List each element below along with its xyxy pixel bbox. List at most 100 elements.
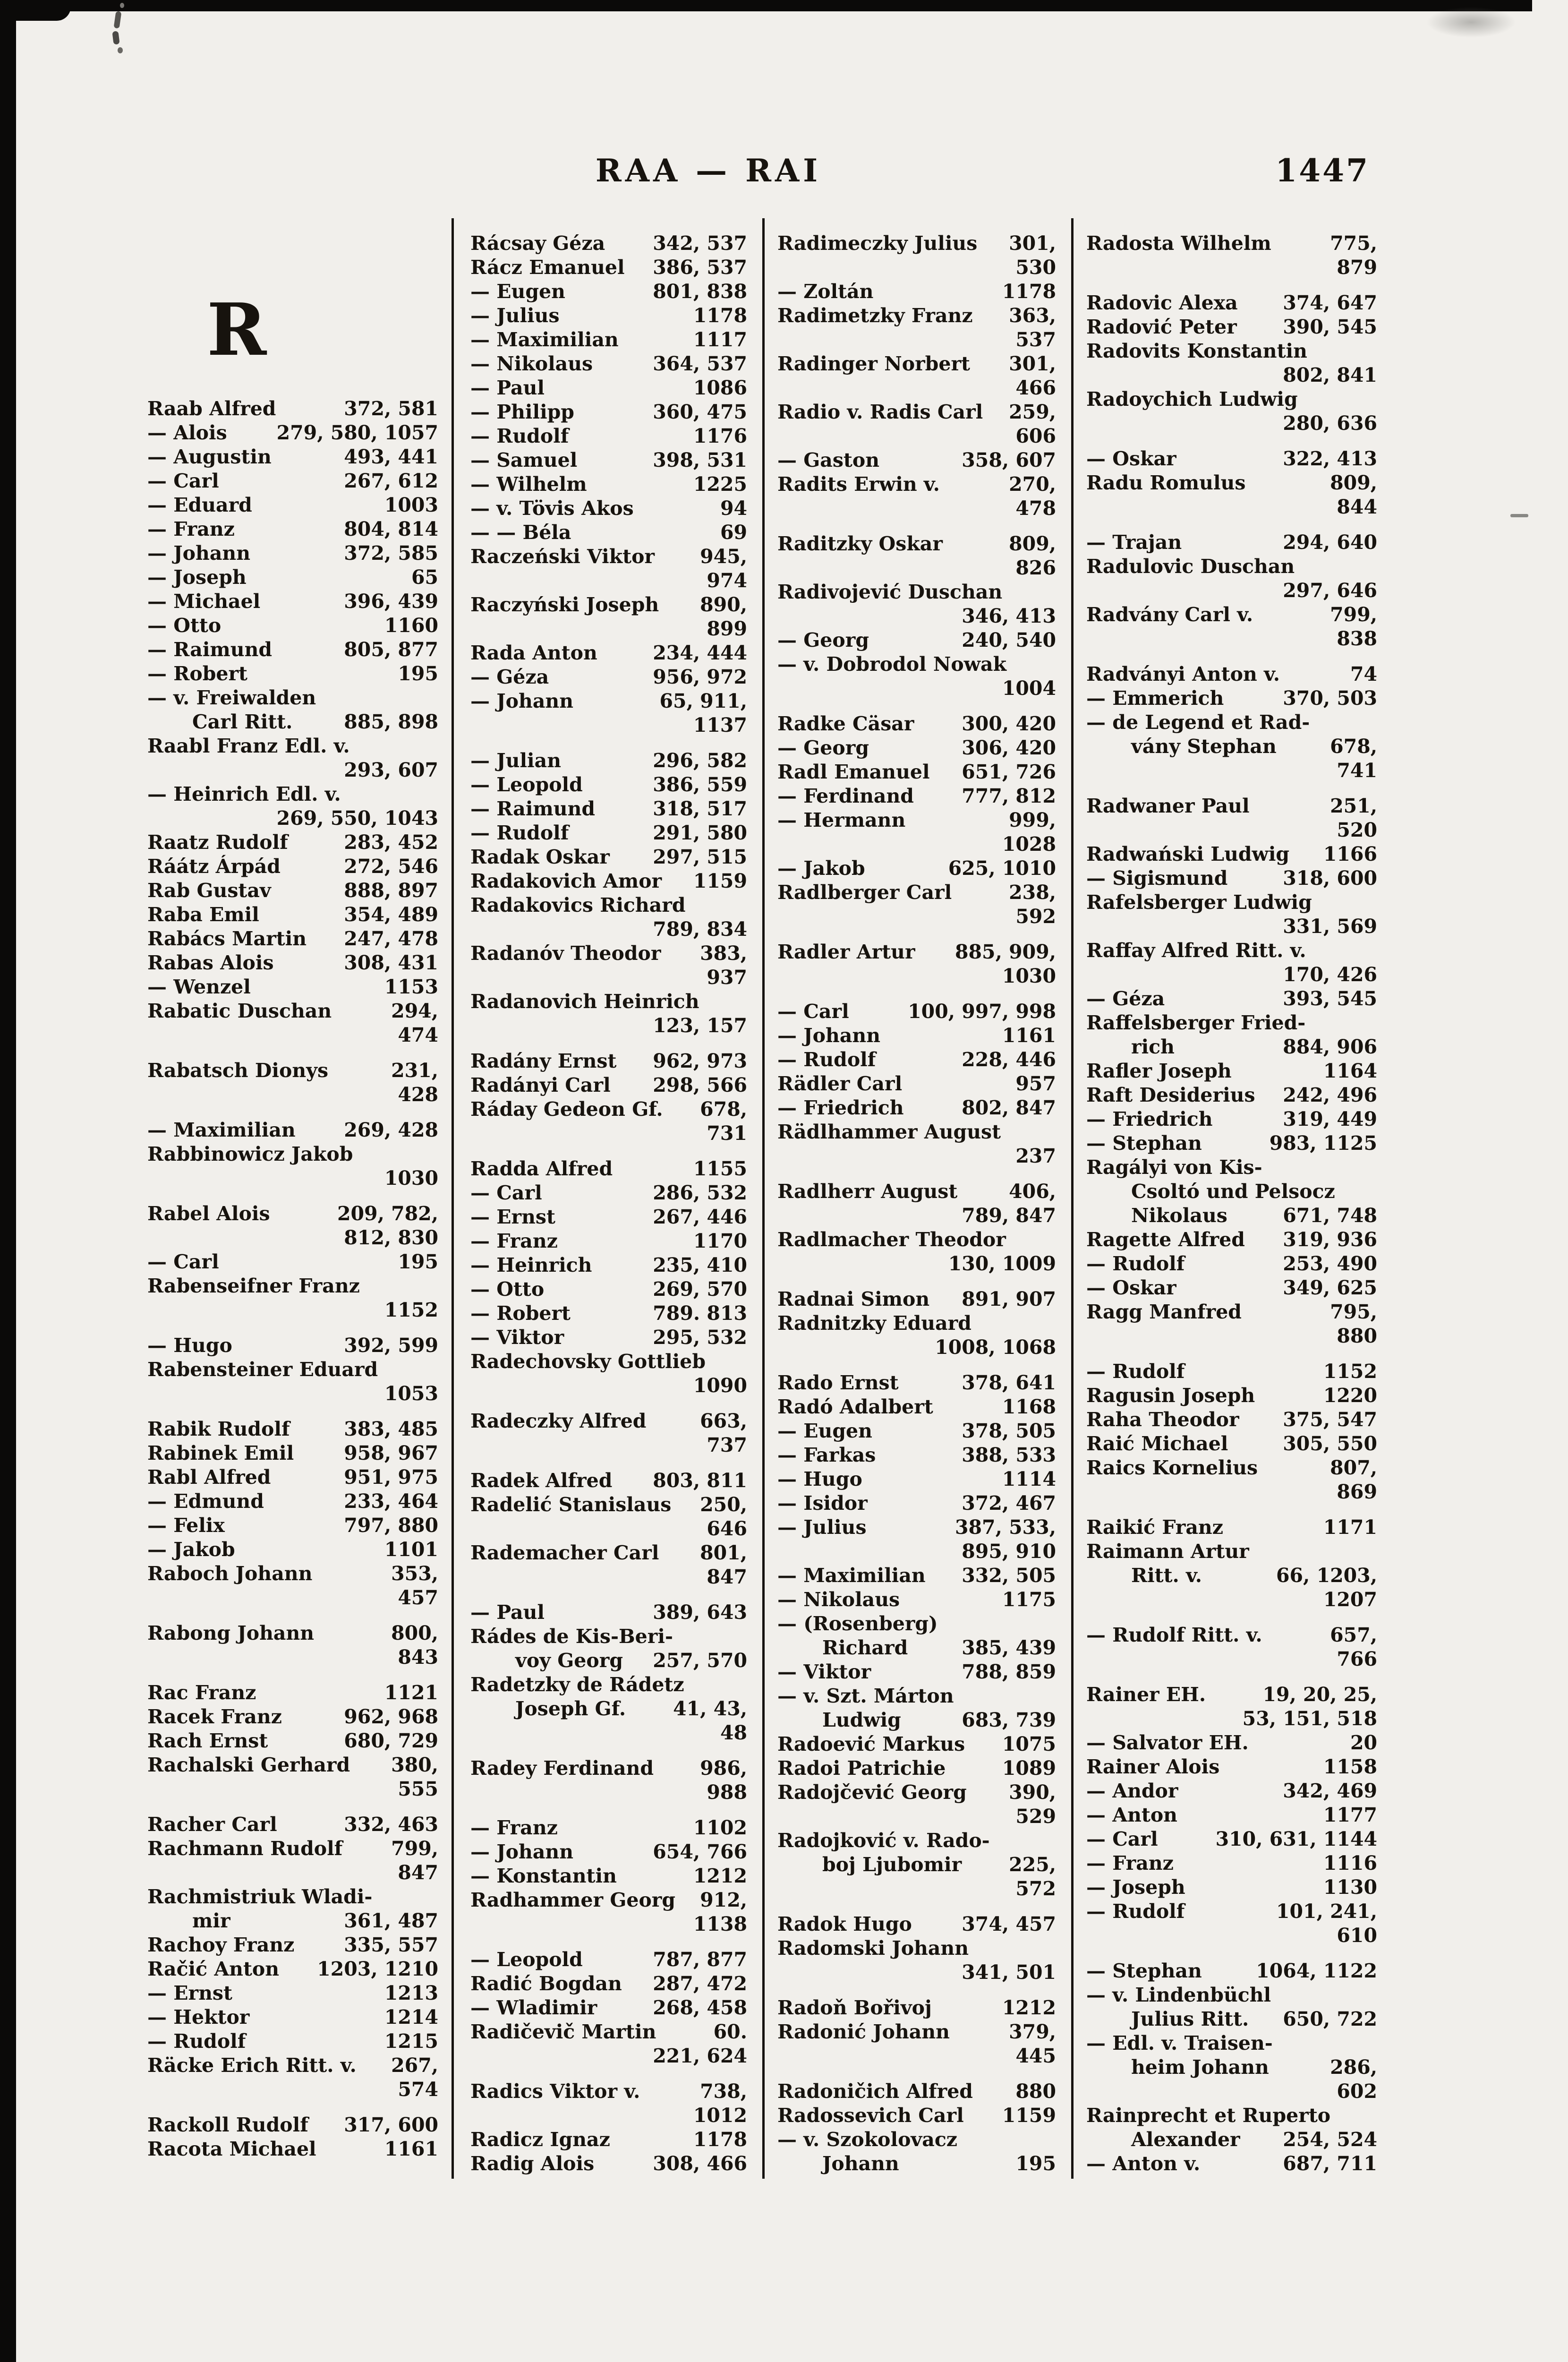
- page-number: 1447: [1275, 152, 1370, 189]
- index-entry-line: — v. Dobrodol Nowak: [777, 652, 1056, 676]
- index-entry-line: Alexander 254, 524: [1086, 2128, 1377, 2152]
- entry-pages: 318, 600: [1283, 867, 1377, 890]
- entry-pages: 1161: [384, 2138, 438, 2160]
- index-entry-line: 53, 151, 518: [1086, 1707, 1377, 1731]
- index-entry-line: Raffay Alfred Ritt. v.: [1086, 939, 1377, 963]
- entry-pages: 1137: [693, 714, 747, 736]
- entry-name: — Zoltán: [777, 280, 874, 303]
- index-entry-line: 843: [147, 1645, 438, 1669]
- entry-pages: 310, 631, 1144: [1215, 1828, 1377, 1850]
- entry-name: — Jakob: [147, 1538, 235, 1561]
- entry-name: Raić Michael: [1086, 1432, 1228, 1455]
- entry-name: Ludwig: [822, 1709, 901, 1731]
- index-entry-line: 937: [470, 966, 747, 990]
- index-entry-line: Ritt. v. 66, 1203,: [1086, 1564, 1377, 1588]
- index-entry-line: 731: [470, 1121, 747, 1146]
- index-entry-line: Radits Erwin v. 270,: [777, 472, 1056, 496]
- index-entry-line: Rabinek Emil 958, 967: [147, 1441, 438, 1465]
- entry-pages: 287, 472: [653, 1972, 747, 1995]
- index-entry-line: — Philipp 360, 475: [470, 400, 747, 424]
- entry-pages: 370, 503: [1283, 687, 1377, 710]
- entry-name: Radányi Carl: [470, 1074, 611, 1096]
- entry-name: — Friedrich: [777, 1096, 904, 1119]
- entry-pages: 379,: [1009, 2020, 1056, 2043]
- entry-name: Rabács Martin: [147, 927, 307, 950]
- entry-pages: 555: [398, 1778, 438, 1800]
- index-entry-line: — Rudolf 1176: [470, 424, 747, 448]
- entry-pages: 885, 898: [344, 710, 438, 733]
- entry-name: Ragette Alfred: [1086, 1228, 1245, 1251]
- scan-edge-left: [0, 0, 16, 2362]
- index-entry-line: — Farkas 388, 533: [777, 1443, 1056, 1467]
- entry-pages: 251,: [1330, 795, 1377, 817]
- index-entry-line: Rab Gustav 888, 897: [147, 879, 438, 903]
- entry-pages: 231,: [391, 1059, 438, 1082]
- entry-pages: 378, 505: [962, 1420, 1056, 1442]
- entry-pages: 1028: [1002, 833, 1056, 856]
- entry-name: — Georg: [777, 629, 869, 651]
- entry-pages: 1171: [1323, 1516, 1377, 1539]
- entry-name: — Rudolf: [1086, 1360, 1185, 1383]
- entry-name: — Ernst: [147, 1982, 232, 2004]
- index-entry-line: — Michael 396, 439: [147, 590, 438, 614]
- index-entry-line: — Raimund 318, 517: [470, 797, 747, 821]
- entry-pages: 1214: [384, 2006, 438, 2028]
- entry-pages: 123, 157: [653, 1014, 747, 1037]
- index-entry-line: Raić Michael 305, 550: [1086, 1432, 1377, 1456]
- entry-name: Ritt. v.: [1131, 1564, 1202, 1587]
- ink-mark: [118, 47, 123, 53]
- column-rule: [762, 218, 765, 2179]
- entry-pages: 387, 533,: [955, 1516, 1056, 1539]
- index-entry-line: Rachalski Gerhard 380,: [147, 1753, 438, 1777]
- entry-pages: 1153: [384, 976, 438, 998]
- index-entry-line: Radó Adalbert 1168: [777, 1395, 1056, 1419]
- index-entry-line: 847: [470, 1565, 747, 1589]
- entry-pages: 253, 490: [1283, 1252, 1377, 1275]
- entry-pages: 983, 1125: [1269, 1132, 1377, 1155]
- index-entry-line: Radics Viktor v. 738,: [470, 2080, 747, 2104]
- entry-name: — Jakob: [777, 857, 865, 880]
- entry-pages: 962, 968: [344, 1705, 438, 1728]
- entry-pages: 801, 838: [653, 280, 747, 303]
- entry-pages: 305, 550: [1283, 1432, 1377, 1455]
- entry-name: Radanovich Heinrich: [470, 990, 699, 1013]
- index-entry-line: Radány Ernst 962, 973: [470, 1049, 747, 1073]
- index-entry-line: Ragályi von Kis-: [1086, 1155, 1377, 1180]
- index-entry-line: Radosta Wilhelm 775,: [1086, 231, 1377, 256]
- entry-pages: 380,: [391, 1754, 438, 1776]
- entry-pages: 843: [398, 1646, 438, 1669]
- index-entry-line: — Maximilian 1117: [470, 328, 747, 352]
- index-entry-line: Radda Alfred 1155: [470, 1157, 747, 1181]
- entry-pages: 951, 975: [344, 1466, 438, 1489]
- entry-pages: 687, 711: [1283, 2152, 1377, 2175]
- entry-name: Raboch Johann: [147, 1562, 313, 1585]
- index-entry-line: — Oskar 322, 413: [1086, 447, 1377, 471]
- entry-pages: 826: [1015, 556, 1056, 579]
- index-entry-line: Radonić Johann 379,: [777, 2020, 1056, 2044]
- index-entry-line: Raczeński Viktor 945,: [470, 545, 747, 569]
- entry-pages: 335, 557: [344, 1934, 438, 1956]
- index-entry-line: Radossevich Carl 1159: [777, 2104, 1056, 2128]
- index-entry-line: — Rudolf 291, 580: [470, 821, 747, 845]
- entry-name: — Otto: [470, 1278, 545, 1301]
- index-entry-line: Ludwig 683, 739: [777, 1708, 1056, 1732]
- index-entry-line: Radlberger Carl 238,: [777, 881, 1056, 905]
- entry-name: Rabik Rudolf: [147, 1418, 290, 1440]
- entry-pages: 974: [707, 569, 747, 592]
- index-entry-line: 428: [147, 1083, 438, 1107]
- entry-pages: 294, 640: [1283, 531, 1377, 554]
- entry-name: Raics Kornelius: [1086, 1456, 1258, 1479]
- entry-name: Rachmistriuk Wladi-: [147, 1885, 373, 1908]
- entry-pages: 529: [1015, 1805, 1056, 1828]
- index-entry-line: — Carl 310, 631, 1144: [1086, 1827, 1377, 1851]
- entry-pages: 466: [1015, 377, 1056, 399]
- entry-name: Radey Ferdinand: [470, 1757, 654, 1780]
- entry-pages: 988: [707, 1781, 747, 1804]
- index-entry-line: 1152: [147, 1298, 438, 1322]
- entry-pages: 812, 830: [344, 1226, 438, 1249]
- entry-name: — Wladimir: [470, 1996, 597, 2019]
- entry-pages: 346, 413: [962, 605, 1056, 627]
- entry-pages: 802, 841: [1283, 364, 1377, 386]
- entry-pages: 332, 463: [344, 1813, 438, 1836]
- entry-name: Radak Oskar: [470, 846, 610, 868]
